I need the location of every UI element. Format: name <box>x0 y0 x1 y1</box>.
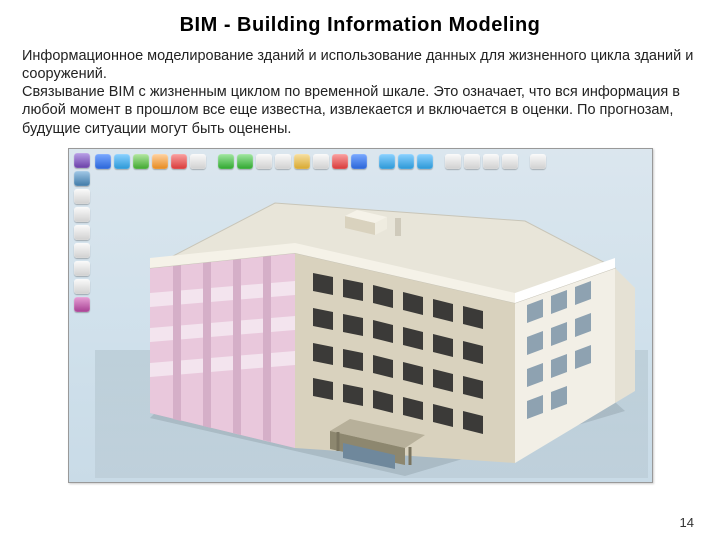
tool-b5-icon[interactable] <box>294 154 310 169</box>
tool-b8-icon[interactable] <box>351 154 367 169</box>
ltool-3-icon[interactable] <box>74 189 90 204</box>
ltool-6-icon[interactable] <box>74 243 90 258</box>
tool-c1-icon[interactable] <box>379 154 395 169</box>
tool-a2-icon[interactable] <box>114 154 130 169</box>
tool-a3-icon[interactable] <box>133 154 149 169</box>
ltool-5-icon[interactable] <box>74 225 90 240</box>
tool-d4-icon[interactable] <box>502 154 518 169</box>
tool-b2-icon[interactable] <box>237 154 253 169</box>
ltool-1-icon[interactable] <box>74 153 90 168</box>
tool-b1-icon[interactable] <box>218 154 234 169</box>
viewport-3d[interactable] <box>95 173 648 478</box>
ltool-7-icon[interactable] <box>74 261 90 276</box>
tool-b4-icon[interactable] <box>275 154 291 169</box>
ltool-4-icon[interactable] <box>74 207 90 222</box>
slide-body: Информационное моделирование зданий и ис… <box>22 47 698 138</box>
bim-app-screenshot <box>68 148 653 483</box>
tool-b7-icon[interactable] <box>332 154 348 169</box>
tool-d2-icon[interactable] <box>464 154 480 169</box>
tool-a6-icon[interactable] <box>190 154 206 169</box>
tool-c3-icon[interactable] <box>417 154 433 169</box>
slide-title: BIM - Building Information Modeling <box>22 14 698 37</box>
tool-c2-icon[interactable] <box>398 154 414 169</box>
toolbar-left <box>73 153 91 312</box>
ltool-8-icon[interactable] <box>74 279 90 294</box>
right-end <box>615 268 635 403</box>
page-number: 14 <box>680 515 694 530</box>
ltool-2-icon[interactable] <box>74 171 90 186</box>
building-model <box>95 173 648 478</box>
tool-d1-icon[interactable] <box>445 154 461 169</box>
slide: BIM - Building Information Modeling Инфо… <box>0 0 720 540</box>
tool-b3-icon[interactable] <box>256 154 272 169</box>
tool-a1-icon[interactable] <box>95 154 111 169</box>
tool-d3-icon[interactable] <box>483 154 499 169</box>
ltool-9-icon[interactable] <box>74 297 90 312</box>
tool-e1-icon[interactable] <box>530 154 546 169</box>
tool-a4-icon[interactable] <box>152 154 168 169</box>
tool-b6-icon[interactable] <box>313 154 329 169</box>
pink-bands <box>150 281 295 377</box>
toolbar-top <box>95 153 648 171</box>
tool-a5-icon[interactable] <box>171 154 187 169</box>
